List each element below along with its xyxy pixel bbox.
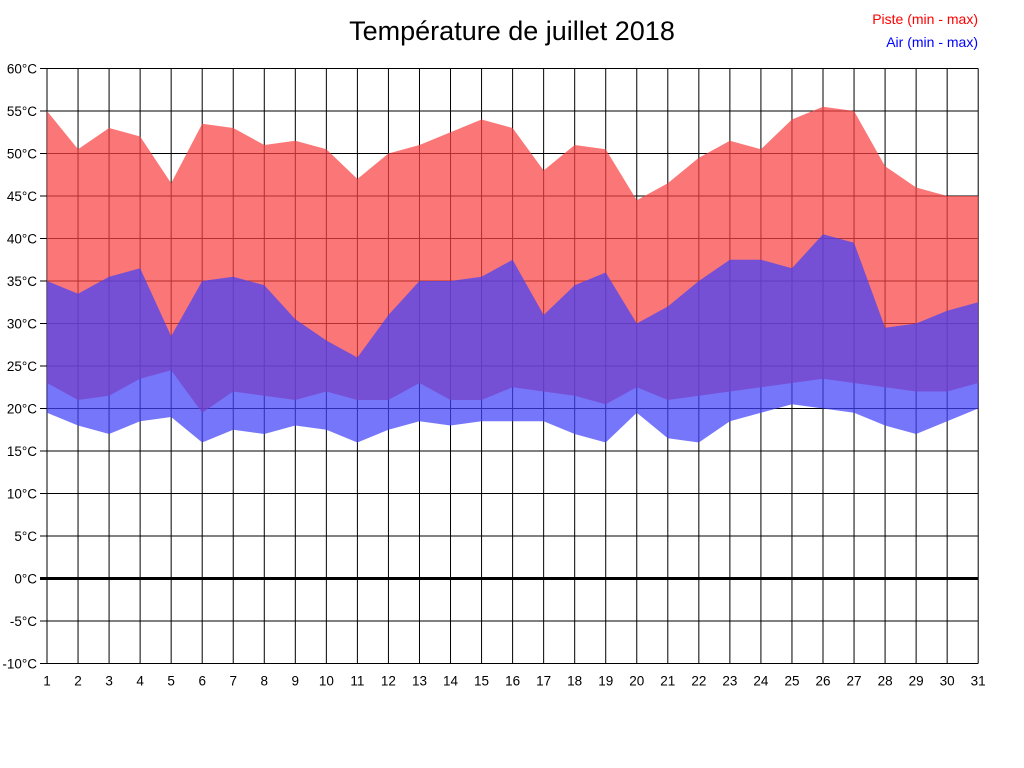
svg-text:30: 30 [940,674,955,689]
svg-text:17: 17 [536,674,551,689]
svg-text:3: 3 [105,674,113,689]
svg-text:4: 4 [136,674,144,689]
svg-text:26: 26 [815,674,830,689]
series-band-air [47,234,979,443]
svg-text:16: 16 [505,674,520,689]
svg-text:19: 19 [598,674,613,689]
svg-text:21: 21 [660,674,675,689]
svg-text:1: 1 [43,674,51,689]
svg-text:18: 18 [567,674,582,689]
svg-text:27: 27 [847,674,862,689]
svg-text:28: 28 [878,674,893,689]
svg-text:24: 24 [753,674,769,689]
svg-text:35°C: 35°C [7,274,37,289]
svg-text:11: 11 [350,674,364,689]
svg-text:29: 29 [909,674,924,689]
svg-text:-5°C: -5°C [10,614,37,629]
legend: Piste (min - max) Air (min - max) [872,8,978,54]
chart-title: Température de juillet 2018 [349,16,675,46]
svg-text:7: 7 [229,674,237,689]
svg-text:10°C: 10°C [7,487,37,502]
y-axis-labels: 60°C 55°C 50°C 45°C 40°C 35°C 30°C 25°C 20°C 15°C… [2,62,37,672]
svg-text:15°C: 15°C [7,444,37,459]
svg-text:20°C: 20°C [7,402,37,417]
svg-text:23: 23 [722,674,737,689]
svg-text:31: 31 [971,674,986,689]
svg-text:25: 25 [784,674,799,689]
svg-text:13: 13 [412,674,427,689]
svg-text:45°C: 45°C [7,189,37,204]
svg-text:55°C: 55°C [7,104,37,119]
svg-text:14: 14 [443,674,459,689]
legend-air: Air (min - max) [886,34,978,50]
svg-text:50°C: 50°C [7,147,37,162]
svg-text:-10°C: -10°C [2,657,37,672]
legend-piste: Piste (min - max) [872,11,978,27]
svg-text:25°C: 25°C [7,359,37,374]
svg-text:5°C: 5°C [14,529,37,544]
svg-text:30°C: 30°C [7,317,37,332]
svg-text:12: 12 [381,674,396,689]
svg-text:20: 20 [629,674,644,689]
svg-text:15: 15 [474,674,489,689]
svg-text:6: 6 [198,674,206,689]
svg-text:8: 8 [261,674,269,689]
svg-text:0°C: 0°C [14,572,37,587]
svg-text:22: 22 [691,674,706,689]
svg-text:10: 10 [319,674,334,689]
svg-text:5: 5 [167,674,175,689]
svg-text:2: 2 [74,674,82,689]
x-axis-labels: 1 2 3 4 5 6 7 8 9 10 11 12 13 14 15 16 17 18 19 20 21 22 23 24 2… [43,674,985,689]
svg-text:60°C: 60°C [7,62,37,77]
svg-text:9: 9 [292,674,300,689]
svg-text:40°C: 40°C [7,232,37,247]
